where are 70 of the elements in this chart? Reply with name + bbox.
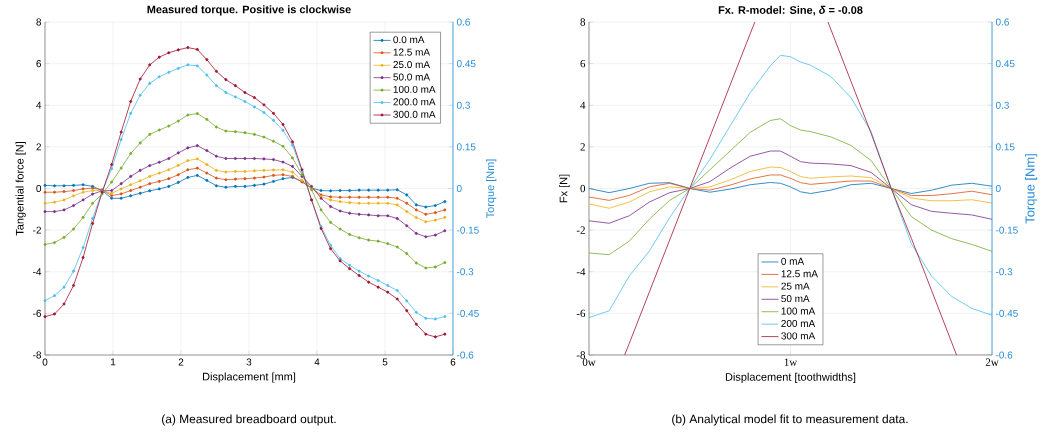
legend-label: 0 mA: [781, 257, 805, 265]
legend-label: 12.5 mA: [781, 270, 818, 278]
x-axis-title: Displacement [mm]: [203, 372, 296, 383]
y-axis-title: Tangential force [N]: [15, 142, 26, 236]
y-tick-label: 2: [36, 143, 41, 151]
legend-label: 25 mA: [781, 282, 810, 290]
legend-label: 0.0 mA: [393, 36, 425, 44]
y-tick-label: -8: [33, 351, 42, 359]
y2-tick-label: -0.6: [995, 351, 1013, 359]
y2-tick-label: -0.15: [456, 226, 479, 234]
y-tick-label: 8: [36, 18, 42, 26]
y-tick-label: 0: [36, 184, 42, 193]
x-tick-label: 5: [382, 358, 388, 366]
x-tick-label: 2w: [985, 358, 999, 366]
y2-tick-label: 0.6: [456, 18, 470, 26]
legend-label: 100 mA: [781, 307, 816, 315]
legend-label: 50.0 mA: [393, 73, 431, 81]
y2-tick-label: 0.15: [995, 143, 1015, 151]
legend-label: 300.0 mA: [393, 110, 436, 118]
y2-tick-label: 0.3: [995, 101, 1009, 109]
text: (a) Measured breadboard output.: [162, 414, 336, 426]
y-tick-label: -4: [576, 268, 586, 276]
y2-tick-label: -0.15: [995, 226, 1018, 234]
legend-label: 200.0 mA: [393, 98, 436, 106]
y2-tick-label: 0.45: [456, 60, 476, 68]
y-tick-label: 6: [36, 60, 42, 68]
y2-tick-label: -0.45: [995, 309, 1018, 317]
y-tick-label: -4: [33, 268, 42, 276]
chart-title: Measured torque. Positive is clockwise: [147, 5, 351, 16]
y-tick-label: -8: [576, 351, 586, 359]
y-tick-label: -6: [576, 309, 586, 318]
y-tick-label: -2: [33, 226, 41, 234]
text: (b) Analytical model fit to measurement data.: [672, 414, 908, 426]
legend-label: 100.0 mA: [393, 85, 436, 93]
x-tick-label: 1: [111, 358, 116, 366]
x-axis-title: Displacement [toothwidths]: [725, 372, 856, 383]
y2-tick-label: 0.3: [456, 101, 470, 109]
chart-title: Fx. R-model: Sine, δ = -0.08: [718, 5, 863, 16]
y-tick-label: 4: [36, 101, 42, 109]
y-tick-label: 2: [580, 143, 585, 151]
y-tick-label: -6: [33, 309, 42, 317]
y-tick-label: 0: [580, 184, 586, 193]
x-tick-label: 4: [314, 358, 320, 366]
y2-tick-label: -0.6: [456, 351, 474, 359]
y2-tick-label: 0: [456, 184, 462, 193]
y-tick-label: 4: [580, 101, 586, 109]
x-tick-label: 6: [450, 358, 456, 366]
legend-label: 50 mA: [781, 295, 810, 303]
y2-tick-label: -0.3: [456, 268, 474, 276]
y-tick-label: -2: [576, 226, 585, 234]
y2-tick-label: -0.3: [995, 268, 1013, 276]
y2-tick-label: -0.45: [456, 309, 479, 317]
x-tick-label: 2: [178, 358, 184, 366]
y2-tick-label: 0.15: [456, 143, 476, 151]
x-tick-label: 0w: [582, 358, 596, 366]
y-axis-title: Fx [N]: [559, 174, 570, 203]
y2-axis-title: Torque [Nm]: [1025, 154, 1038, 224]
x-tick-label: 3: [246, 358, 252, 366]
x-tick-label: 1w: [784, 358, 798, 366]
legend-label: 25.0 mA: [393, 61, 431, 69]
y2-axis-title: Torque [Nm]: [486, 159, 497, 219]
y2-tick-label: 0.6: [995, 18, 1009, 26]
y-tick-label: 6: [580, 59, 586, 68]
x-tick-label: 0: [42, 358, 48, 366]
legend-label: 300 mA: [781, 332, 816, 340]
legend-label: 200 mA: [781, 319, 816, 327]
y-tick-label: 8: [580, 18, 586, 26]
y2-tick-label: 0.45: [995, 60, 1015, 68]
legend-label: 12.5 mA: [393, 48, 431, 56]
y2-tick-label: 0: [995, 184, 1001, 193]
